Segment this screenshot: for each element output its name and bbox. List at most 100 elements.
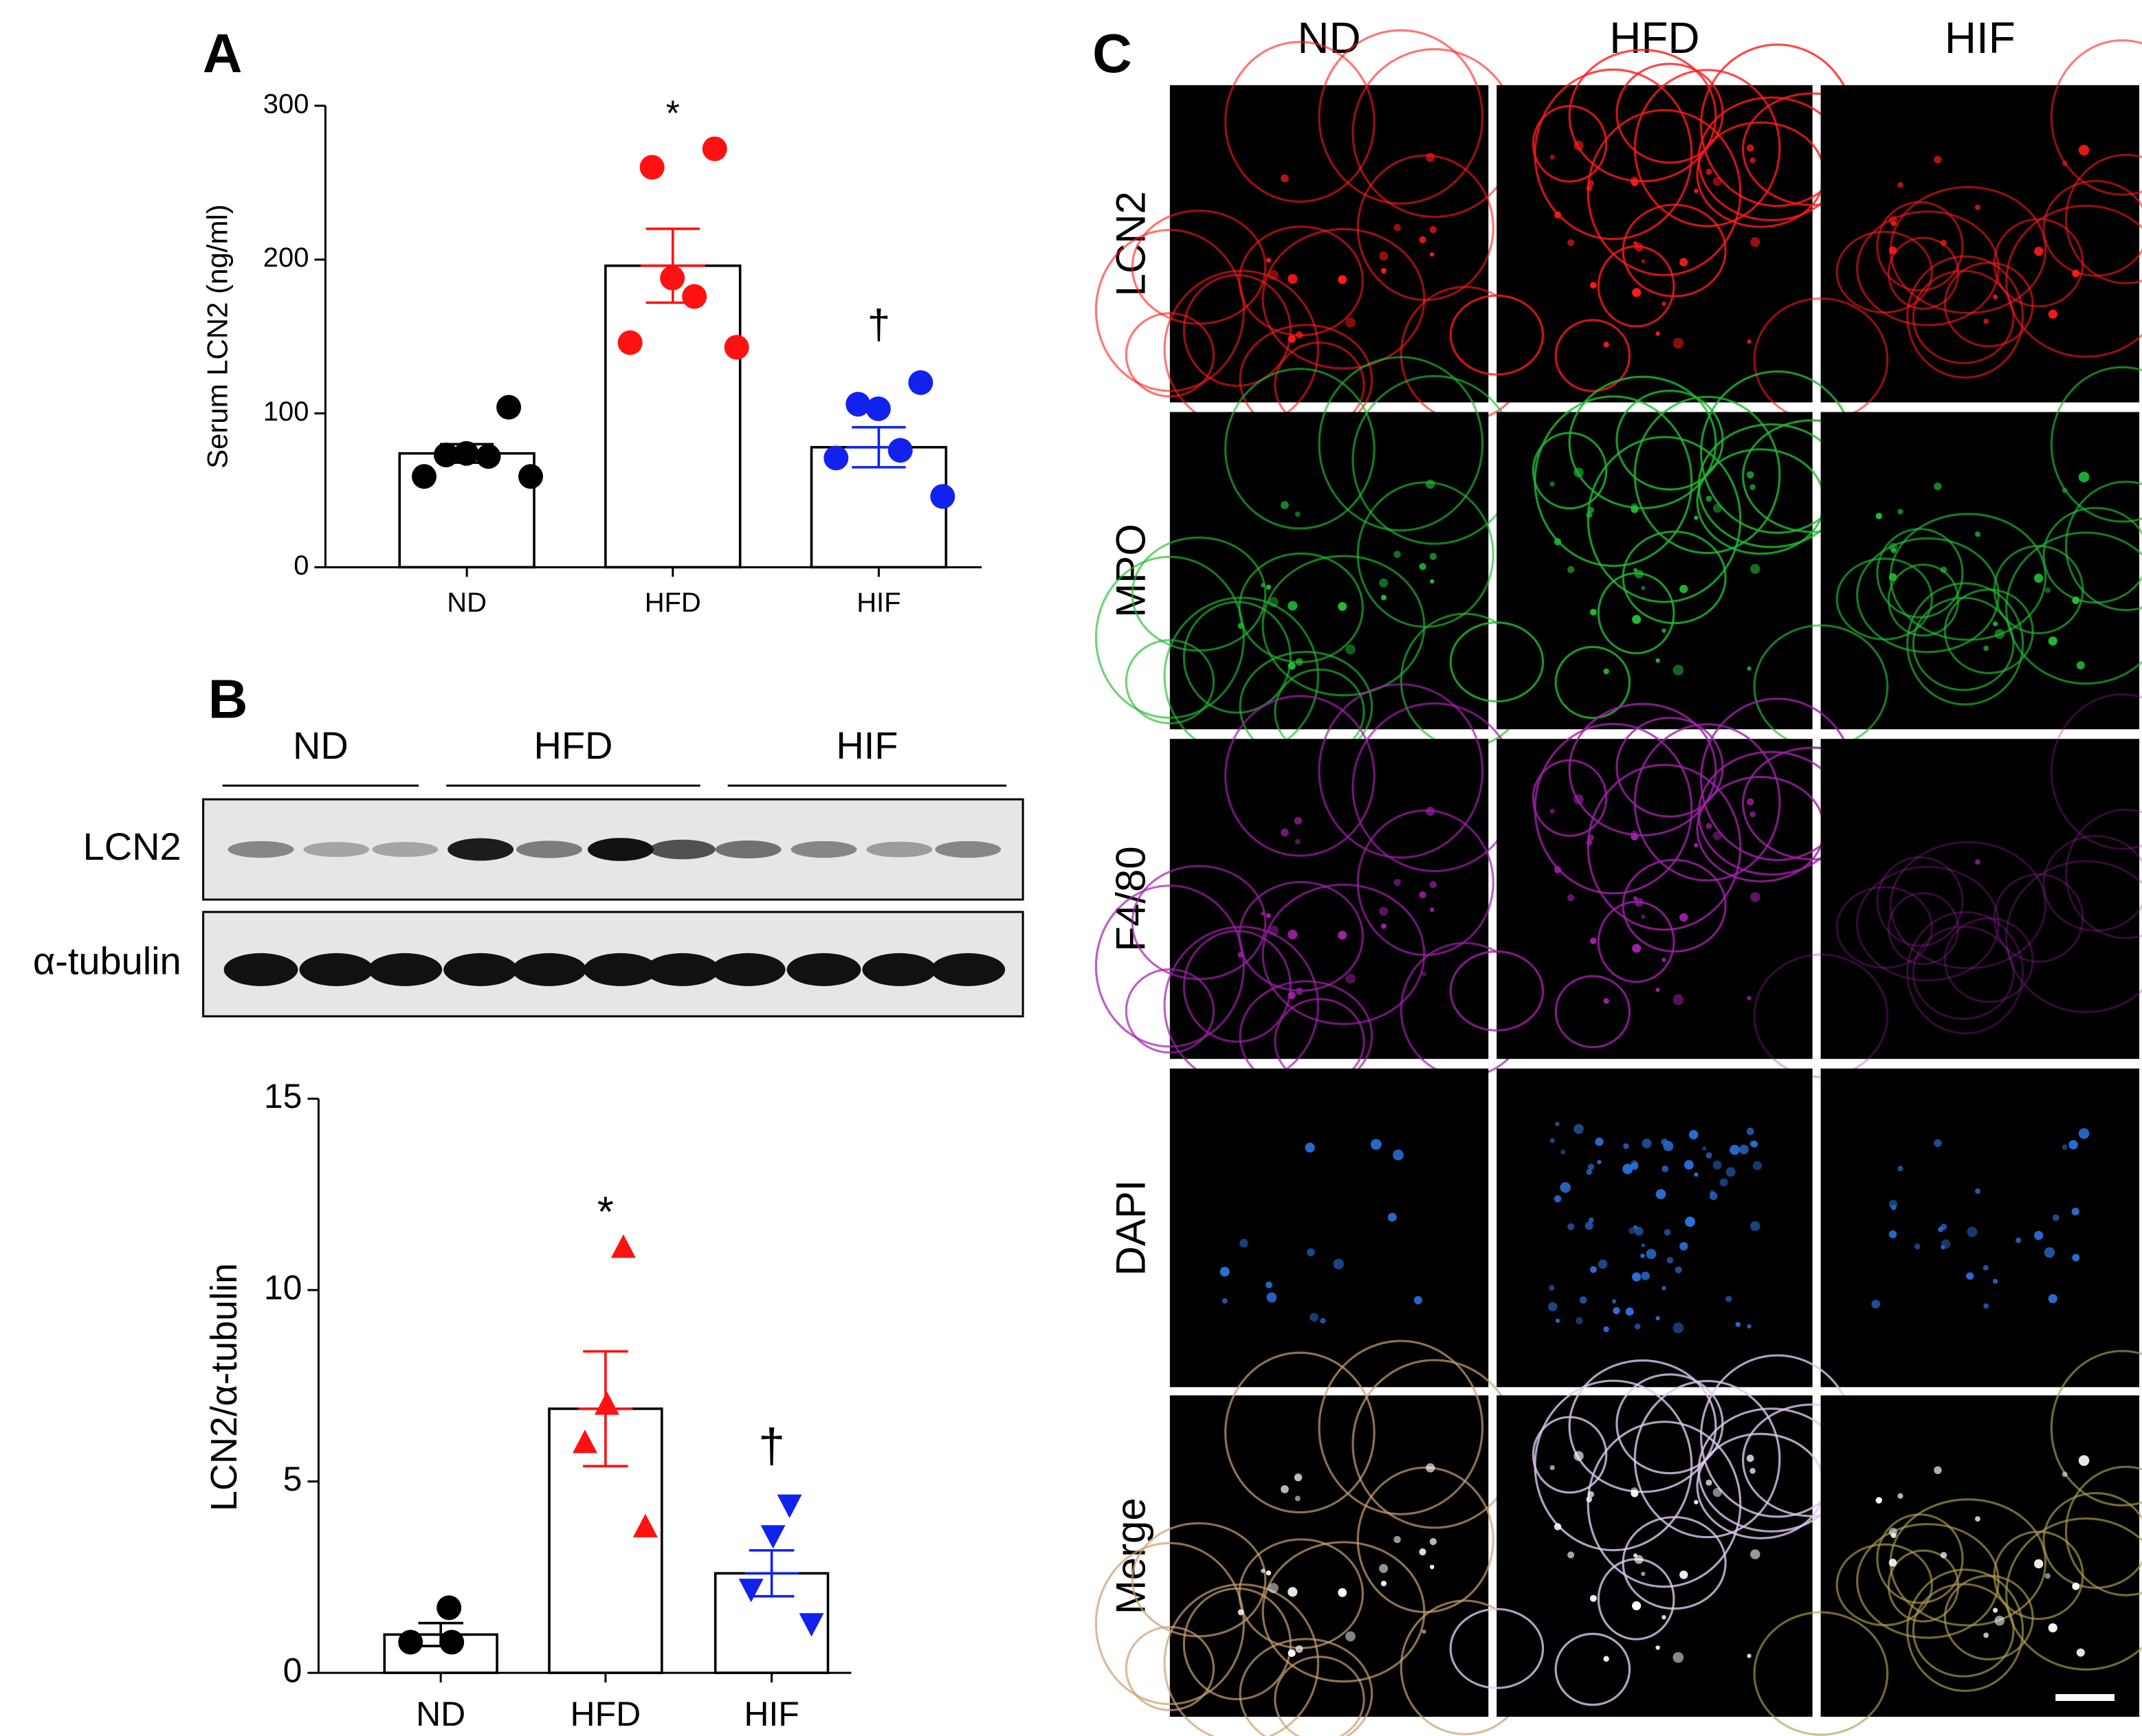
- signal: [1281, 1485, 1289, 1493]
- data-point: [846, 392, 871, 417]
- signal: [1694, 843, 1699, 848]
- cell-outline: [1835, 1543, 1933, 1627]
- signal: [1419, 563, 1426, 570]
- cell-outline: [1125, 638, 1215, 725]
- y-tick-label: 300: [263, 89, 309, 119]
- signal: [1288, 1649, 1296, 1657]
- cell-outline: [1835, 230, 1933, 314]
- signal: [1688, 1130, 1699, 1139]
- cell-outline: [2005, 860, 2142, 1014]
- signal: [1993, 1607, 1998, 1613]
- micrograph-column-label: HFD: [1609, 13, 1699, 63]
- micrograph-row-label: MPO: [1108, 524, 1154, 618]
- signal: [1934, 1466, 1942, 1474]
- signal: [1429, 553, 1437, 560]
- signal: [1623, 1143, 1629, 1150]
- cell-outline: [1587, 1421, 1742, 1588]
- signal: [1419, 236, 1426, 243]
- signal: [1871, 1300, 1881, 1309]
- cell-outline: [1224, 695, 1376, 857]
- signal: [1705, 496, 1712, 502]
- signal: [1429, 880, 1437, 889]
- micrograph-background: [1169, 739, 1489, 1059]
- cell-outline: [1568, 48, 1717, 183]
- signal: [1549, 808, 1555, 814]
- signal: [1222, 1298, 1228, 1304]
- signal: [1588, 1217, 1594, 1223]
- blot-band: [372, 842, 439, 857]
- signal: [1709, 1192, 1718, 1201]
- cell-outline: [1318, 29, 1484, 205]
- cell-outline: [2042, 834, 2142, 932]
- signal: [1603, 1326, 1609, 1333]
- micrograph: [1169, 1068, 1489, 1388]
- cell-outline: [1943, 917, 2034, 1003]
- signal: [1672, 1651, 1684, 1663]
- data-point: [760, 1525, 786, 1549]
- signal: [1387, 1212, 1397, 1222]
- signal: [1413, 1295, 1422, 1304]
- signal: [1268, 1583, 1279, 1594]
- x-tick-label: ND: [416, 1695, 465, 1733]
- blot-band: [583, 953, 658, 986]
- signal: [1632, 614, 1642, 624]
- signal: [1548, 1284, 1555, 1291]
- signal: [1579, 1296, 1587, 1304]
- cell-outline: [2042, 1492, 2142, 1589]
- blot-band: [512, 953, 586, 986]
- cell-outline: [1094, 555, 1245, 719]
- signal: [1641, 259, 1646, 264]
- signal: [1641, 1572, 1646, 1577]
- signal: [1897, 1493, 1903, 1499]
- cell-outline: [1182, 1587, 1292, 1701]
- signal: [1266, 913, 1271, 918]
- annotation: *: [597, 1188, 614, 1236]
- cell-outline: [1131, 865, 1267, 981]
- micrograph: [1753, 39, 2142, 423]
- signal: [1281, 174, 1289, 183]
- signal: [1560, 1182, 1571, 1193]
- signal: [1288, 601, 1298, 611]
- signal: [1288, 991, 1296, 999]
- micrograph: [1449, 43, 1883, 403]
- signal: [2034, 1559, 2044, 1569]
- signal: [1966, 1272, 1974, 1280]
- signal: [1430, 579, 1435, 584]
- signal: [1305, 1142, 1315, 1153]
- x-tick-label: HFD: [571, 1695, 641, 1733]
- cell-outline: [2042, 179, 2142, 277]
- signal: [1586, 1168, 1593, 1175]
- micrograph: [1094, 29, 1530, 436]
- micrograph: [1753, 366, 2142, 749]
- blot-band: [931, 953, 1006, 986]
- signal: [1661, 301, 1666, 307]
- signal: [1934, 1139, 1942, 1147]
- signal: [1595, 1137, 1604, 1146]
- signal: [1751, 1140, 1758, 1148]
- signal: [1672, 337, 1684, 349]
- data-point: [724, 335, 749, 360]
- signal: [1694, 1500, 1699, 1504]
- micrograph-background: [1497, 1395, 1813, 1717]
- signal: [1630, 176, 1638, 184]
- signal: [1338, 1588, 1347, 1597]
- cell-outline: [1622, 203, 1727, 298]
- signal: [1549, 1137, 1555, 1144]
- cell-outline: [1906, 911, 2024, 1035]
- signal: [1589, 608, 1597, 616]
- micrograph-column-label: HIF: [1945, 13, 2016, 63]
- signal: [1574, 140, 1584, 151]
- cell-outline: [1261, 555, 1426, 697]
- signal: [1548, 1302, 1558, 1312]
- signal: [1679, 258, 1688, 267]
- signal: [1661, 1165, 1669, 1172]
- micrograph: [1753, 1350, 2142, 1736]
- signal: [1426, 1463, 1435, 1473]
- data-point: [824, 445, 849, 471]
- signal: [1630, 1487, 1638, 1495]
- cell-outline: [1906, 1568, 2024, 1692]
- cell-outline: [1356, 154, 1494, 302]
- cell-outline: [1633, 1379, 1781, 1539]
- signal: [1603, 1656, 1609, 1662]
- blot-band: [516, 841, 582, 858]
